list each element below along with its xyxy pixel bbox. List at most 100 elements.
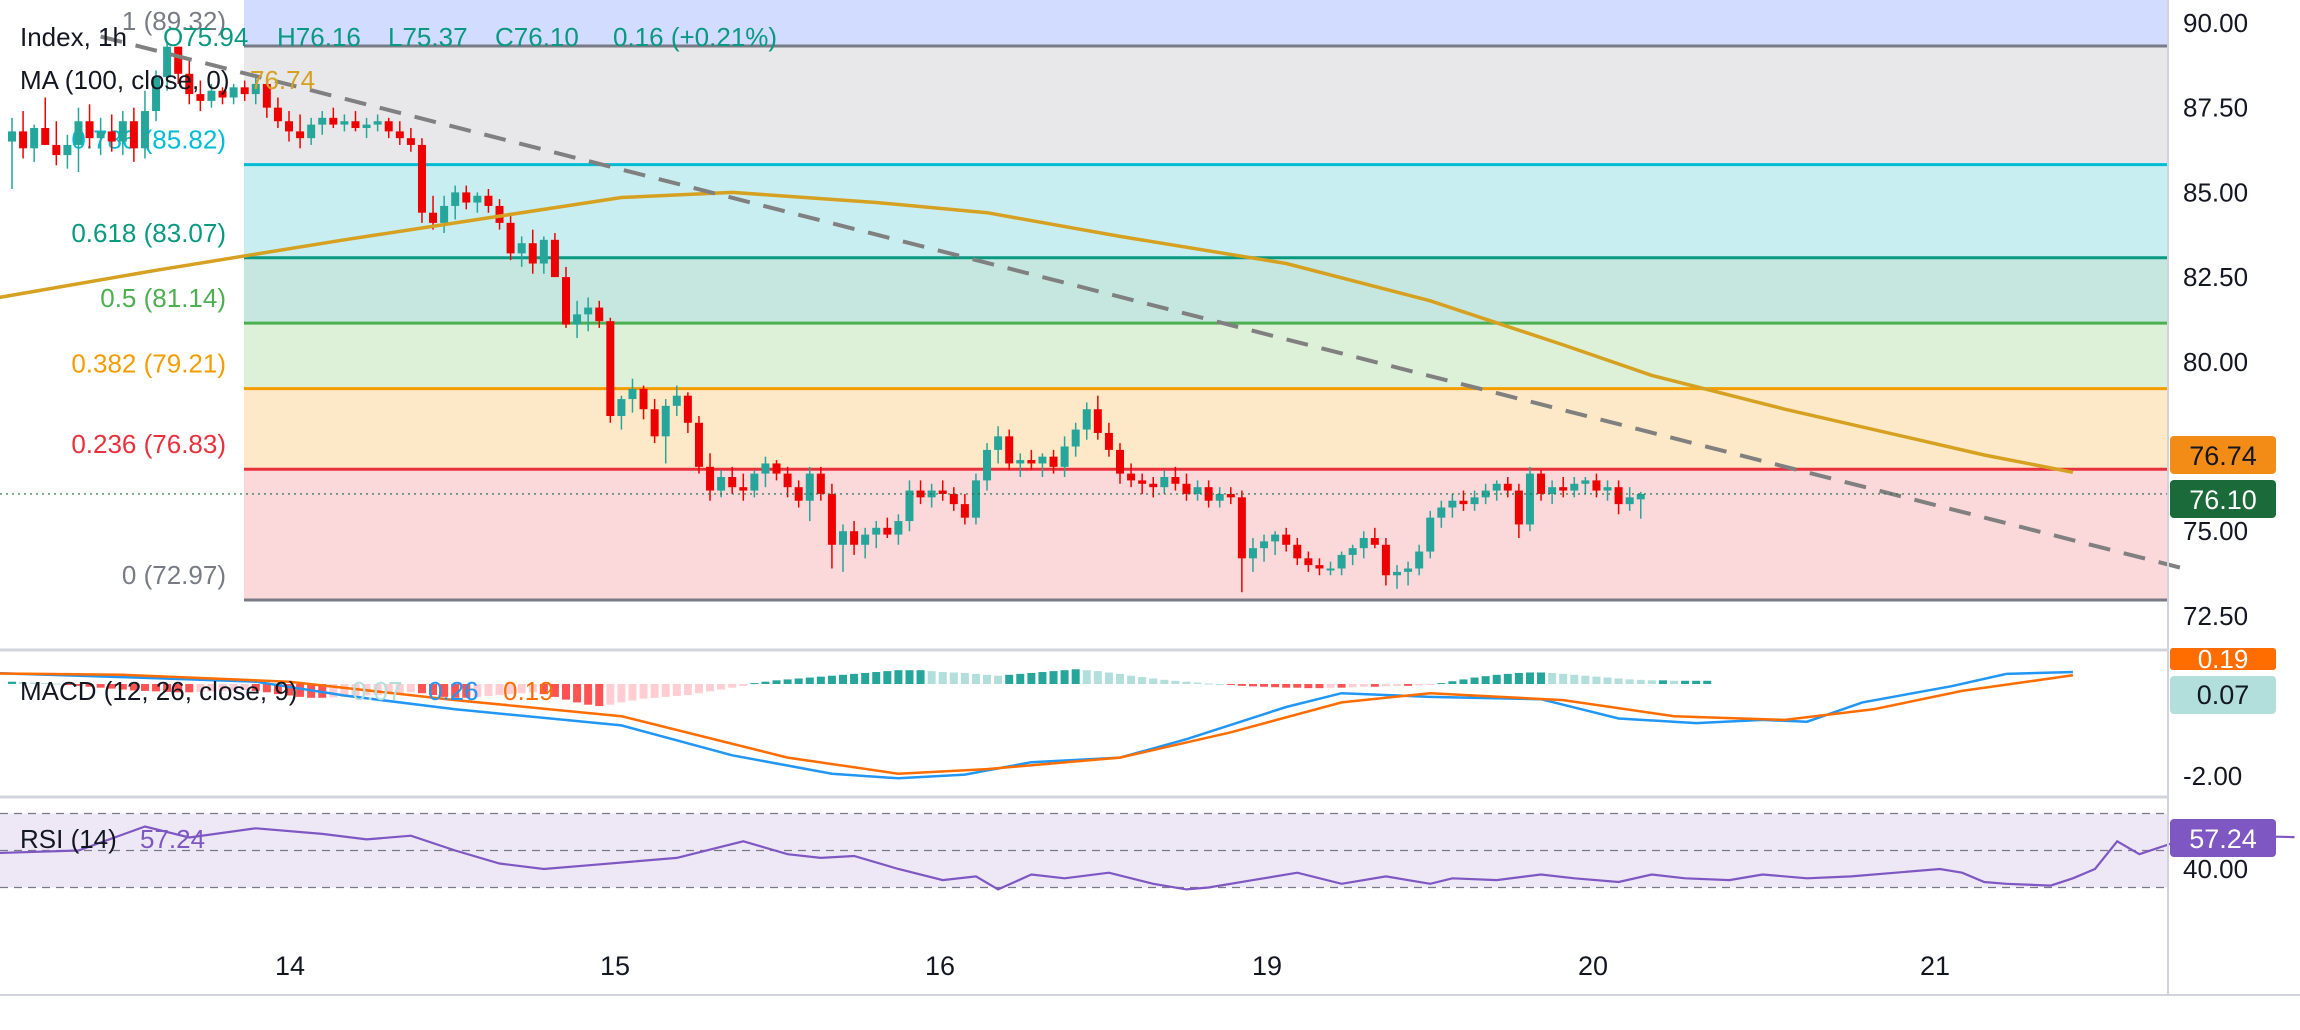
candle-body xyxy=(240,87,249,95)
rsi-badge-text: 57.24 xyxy=(2189,824,2257,854)
price-axis-tick: 85.00 xyxy=(2183,177,2248,207)
macd-histogram-bar xyxy=(1625,679,1634,684)
candle-body xyxy=(1226,493,1235,498)
macd-histogram-bar xyxy=(1681,680,1690,684)
candle-body xyxy=(1426,517,1435,552)
macd-histogram-bar xyxy=(1437,683,1446,685)
macd-histogram-bar xyxy=(41,683,50,685)
fib-zone xyxy=(244,323,2168,389)
candle-body xyxy=(683,395,692,423)
macd-histogram-bar xyxy=(650,684,659,698)
candle-body xyxy=(1127,473,1136,481)
macd-signal-line xyxy=(0,672,2074,775)
macd-histogram-bar xyxy=(417,684,426,694)
candle-body xyxy=(218,90,227,98)
candle-body xyxy=(606,321,615,417)
macd-histogram-bar xyxy=(429,684,438,696)
fib-label: 1 (89.32) xyxy=(122,6,226,36)
candle-body xyxy=(772,463,781,474)
candle-body xyxy=(706,466,715,491)
macd-histogram-bar xyxy=(1182,681,1191,684)
candle-body xyxy=(340,121,349,125)
macd-hist-badge-text: 0.07 xyxy=(2197,680,2250,710)
macd-histogram-bar xyxy=(1082,670,1091,684)
candle-body xyxy=(672,395,681,406)
macd-histogram-bar xyxy=(1315,684,1324,689)
candle-body xyxy=(517,243,526,254)
macd-histogram-bar xyxy=(440,684,449,697)
rsi-axis-tick: 40.00 xyxy=(2183,854,2248,884)
candle-body xyxy=(1537,473,1546,494)
candle-body xyxy=(1182,483,1191,494)
candle-body xyxy=(96,131,105,139)
rsi-badge xyxy=(2170,819,2276,857)
macd-histogram-bar xyxy=(462,684,471,698)
macd-histogram-bar xyxy=(661,684,670,697)
candle-body xyxy=(1481,490,1490,498)
candle-body xyxy=(739,487,748,491)
candle-body xyxy=(129,121,138,149)
candle-body xyxy=(783,473,792,488)
macd-histogram-bar xyxy=(562,684,570,700)
candle-body xyxy=(650,409,659,437)
macd-histogram-bar xyxy=(273,684,282,695)
macd-histogram-bar xyxy=(240,684,249,690)
macd-axis-tick: -2.00 xyxy=(2183,761,2242,791)
fib-zone xyxy=(244,388,2168,470)
candle-body xyxy=(1581,480,1590,484)
macd-histogram-bar xyxy=(1271,684,1280,688)
macd-histogram-bar xyxy=(1293,684,1302,688)
last-price-badge-text: 76.10 xyxy=(2189,485,2257,515)
rsi-line xyxy=(0,825,2295,891)
legend-instrument: Index, 1h xyxy=(20,22,127,52)
candle-body xyxy=(1337,554,1346,569)
macd-histogram-bar xyxy=(1426,684,1435,685)
last-price-badge xyxy=(2170,480,2276,518)
time-axis-tick: 16 xyxy=(925,951,955,981)
ma-100-line xyxy=(0,190,2074,475)
macd-histogram-bar xyxy=(174,684,183,693)
candle-body xyxy=(1260,541,1269,549)
candle-body xyxy=(1603,487,1612,491)
macd-histogram-bar xyxy=(52,683,61,685)
macd-histogram-bar xyxy=(794,678,803,684)
time-axis-tick: 20 xyxy=(1578,951,1608,981)
price-axis-tick: 87.50 xyxy=(2183,93,2248,123)
candle-body xyxy=(1470,497,1479,505)
macd-histogram-bar xyxy=(750,683,759,685)
macd-histogram-bar xyxy=(816,676,825,684)
macd-histogram-bar xyxy=(1038,672,1047,684)
candle-body xyxy=(562,277,570,325)
candle-body xyxy=(872,527,881,535)
macd-histogram-bar xyxy=(971,673,980,684)
macd-histogram-bar xyxy=(872,672,881,684)
candle-body xyxy=(1315,565,1324,569)
candle-body xyxy=(85,121,94,139)
legend-high: H76.16 xyxy=(277,22,361,52)
macd-histogram-bar xyxy=(960,672,969,684)
time-axis-tick: 19 xyxy=(1252,951,1282,981)
candle-body xyxy=(661,405,670,437)
candle-body xyxy=(417,144,426,213)
macd-histogram-bar xyxy=(1093,671,1102,684)
price-axis-tick: 72.50 xyxy=(2183,601,2248,631)
macd-histogram-bar xyxy=(639,684,648,699)
candle-body xyxy=(994,436,1003,450)
candle-body xyxy=(894,521,903,535)
candle-body xyxy=(1093,409,1102,433)
candle-body xyxy=(617,399,626,417)
candle-body xyxy=(816,473,825,494)
candle-body xyxy=(1592,480,1601,491)
macd-histogram-bar xyxy=(1127,675,1136,684)
macd-signal-badge xyxy=(2170,648,2276,670)
macd-histogram-bar xyxy=(1104,672,1113,684)
macd-histogram-bar xyxy=(861,672,870,684)
macd-histogram-bar xyxy=(1548,672,1557,684)
candle-body xyxy=(1049,456,1058,467)
candle-body xyxy=(63,144,72,156)
macd-histogram-bar xyxy=(395,684,404,694)
candle-body xyxy=(429,212,438,223)
candle-body xyxy=(1359,537,1368,549)
fib-zone xyxy=(244,164,2168,258)
candle-body xyxy=(462,192,471,203)
